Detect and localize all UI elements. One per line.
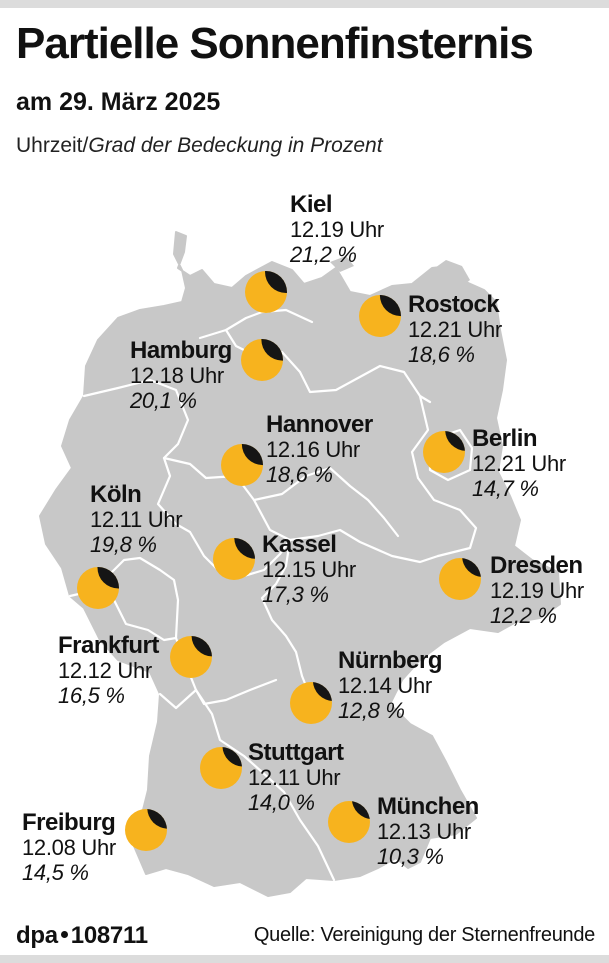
city-time: 12.21 Uhr — [408, 317, 502, 342]
city-name: Rostock — [408, 291, 500, 318]
city-time: 12.21 Uhr — [472, 451, 566, 476]
eclipse-icon-berlin — [423, 431, 465, 473]
city-time: 12.13 Uhr — [377, 819, 471, 844]
city-label-kiel: Kiel 12.19 Uhr 21,2 % — [290, 192, 384, 267]
legend-percent: Grad der Bedeckung in Prozent — [88, 134, 383, 157]
city-pct: 12,2 % — [490, 603, 557, 628]
city-time: 12.18 Uhr — [130, 363, 224, 388]
moon-shadow-nuernberg — [312, 682, 332, 702]
city-name: München — [377, 793, 479, 820]
footer-credit: dpa 108711 — [16, 922, 148, 950]
city-time: 12.15 Uhr — [262, 557, 356, 582]
city-name: Hannover — [266, 411, 373, 438]
city-name: Frankfurt — [58, 632, 159, 659]
moon-shadow-dresden — [462, 558, 481, 577]
city-pct: 14,5 % — [22, 860, 89, 885]
moon-shadow-berlin — [445, 431, 465, 451]
city-time: 12.12 Uhr — [58, 658, 152, 683]
city-time: 12.19 Uhr — [290, 217, 384, 242]
moon-shadow-muenchen — [351, 801, 370, 820]
top-bar — [0, 0, 609, 8]
city-label-muenchen: München 12.13 Uhr 10,3 % — [377, 794, 479, 869]
eclipse-icon-freiburg — [125, 809, 167, 851]
ruegen-island — [432, 260, 470, 290]
city-name: Freiburg — [22, 809, 116, 836]
city-pct: 21,2 % — [290, 242, 357, 267]
agency-logo: dpa — [16, 922, 58, 949]
city-name: Köln — [90, 481, 142, 508]
germany-land — [39, 231, 561, 897]
source-note: Quelle: Vereinigung der Sternenfreunde — [253, 924, 595, 946]
city-name: Hamburg — [130, 337, 232, 364]
city-pct: 16,5 % — [58, 683, 125, 708]
city-label-nuernberg: Nürnberg 12.14 Uhr 12,8 % — [338, 647, 443, 723]
legend-time: Uhrzeit/ — [16, 134, 89, 157]
city-time: 12.19 Uhr — [490, 578, 584, 603]
city-pct: 14,7 % — [472, 476, 539, 501]
city-name: Dresden — [490, 552, 583, 579]
eclipse-icon-frankfurt — [170, 636, 212, 678]
city-label-koeln: Köln 12.11 Uhr 19,8 % — [90, 481, 183, 557]
city-name: Berlin — [472, 425, 538, 452]
moon-shadow-stuttgart — [222, 747, 242, 767]
moon-shadow-frankfurt — [191, 636, 212, 657]
city-time: 12.08 Uhr — [22, 835, 116, 860]
eclipse-icon-dresden — [439, 558, 481, 600]
city-label-frankfurt: Frankfurt 12.12 Uhr 16,5 % — [58, 633, 159, 708]
city-name: Nürnberg — [338, 647, 443, 674]
bottom-bar — [0, 955, 609, 963]
moon-shadow-freiburg — [147, 809, 167, 829]
city-label-hannover: Hannover 12.16 Uhr 18,6 % — [266, 412, 373, 487]
city-pct: 12,8 % — [338, 698, 405, 723]
fehmarn-island — [330, 256, 354, 272]
city-time: 12.14 Uhr — [338, 673, 432, 698]
city-pct: 18,6 % — [266, 462, 333, 487]
city-label-stuttgart: Stuttgart 12.11 Uhr 14,0 % — [248, 739, 344, 815]
city-label-berlin: Berlin 12.21 Uhr 14,7 % — [472, 426, 566, 501]
city-name: Kiel — [290, 191, 333, 218]
city-name: Kassel — [262, 531, 337, 558]
city-pct: 14,0 % — [248, 790, 315, 815]
city-label-rostock: Rostock 12.21 Uhr 18,6 % — [408, 292, 502, 367]
page-subtitle: am 29. März 2025 — [16, 88, 221, 116]
eclipse-markers — [77, 271, 481, 851]
city-label-dresden: Dresden 12.19 Uhr 12,2 % — [490, 553, 584, 628]
city-time: 12.16 Uhr — [266, 437, 360, 462]
page-title: Partielle Sonnenfinsternis — [16, 19, 534, 68]
city-pct: 17,3 % — [262, 582, 329, 607]
city-pct: 10,3 % — [377, 844, 444, 869]
city-label-kassel: Kassel 12.15 Uhr 17,3 % — [262, 532, 356, 607]
agency-dot — [60, 931, 68, 939]
graphic-id: 108711 — [70, 922, 148, 949]
eclipse-icon-stuttgart — [200, 747, 242, 789]
city-pct: 19,8 % — [90, 532, 157, 557]
city-name: Stuttgart — [248, 739, 344, 766]
city-label-hamburg: Hamburg 12.18 Uhr 20,1 % — [130, 338, 232, 413]
city-pct: 18,6 % — [408, 342, 475, 367]
city-time: 12.11 Uhr — [90, 507, 183, 532]
eclipse-icon-kassel — [213, 538, 255, 580]
city-time: 12.11 Uhr — [248, 765, 341, 790]
legend: Uhrzeit/Grad der Bedeckung in Prozent — [16, 132, 383, 160]
city-pct: 20,1 % — [130, 388, 197, 413]
eclipse-icon-nuernberg — [290, 682, 332, 724]
moon-shadow-kassel — [234, 538, 255, 559]
eclipse-icon-muenchen — [328, 801, 370, 843]
city-label-freiburg: Freiburg 12.08 Uhr 14,5 % — [22, 810, 116, 885]
